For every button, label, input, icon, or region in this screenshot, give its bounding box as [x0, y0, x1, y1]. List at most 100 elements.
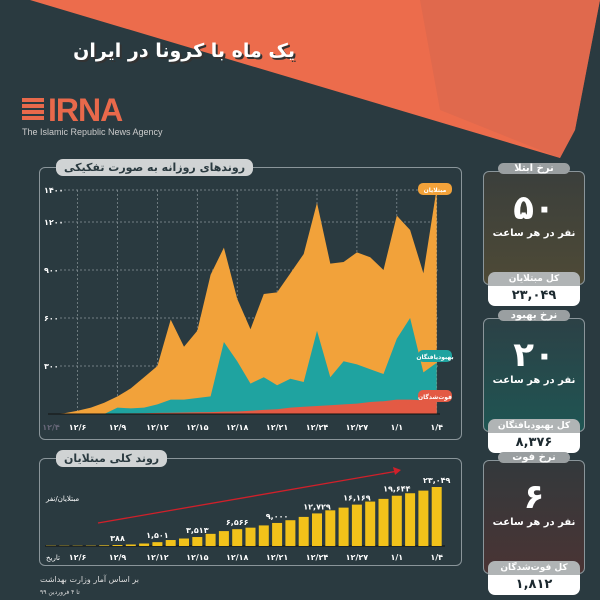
bar: [431, 487, 442, 546]
area-series-0: [51, 188, 437, 414]
source-date: تا ۴ فروردین ۹۹: [40, 589, 80, 596]
bar: [405, 493, 416, 546]
card-unit: نفر در هر ساعت: [492, 228, 576, 239]
x-tick-label: ۱/۱: [390, 553, 403, 562]
bar: [218, 531, 229, 546]
card-title: نرخ ابتلا: [498, 163, 570, 174]
header-banner: [30, 0, 600, 158]
y-tick-label: ۱۴۰۰: [44, 186, 64, 195]
card-total-value: ۲۳,۰۴۹: [488, 286, 580, 306]
card-title: نرخ فوت: [498, 452, 570, 463]
bar: [365, 501, 376, 546]
x-tick-label: ۱/۱: [390, 423, 403, 432]
bar: [272, 522, 283, 546]
x-tick-label: ۱۲/۱۸: [226, 553, 249, 562]
x-tick-label: ۱۲/۱۲: [146, 553, 169, 562]
y-tick-label: ۹۰۰: [44, 266, 59, 275]
bar: [245, 527, 256, 546]
page-title: یک ماه با کرونا در ایران: [73, 40, 295, 62]
card-total-label: کل مبتلایان: [488, 272, 580, 286]
source-note: بر اساس آمار وزارت بهداشت: [40, 575, 139, 584]
x-tick-label: ۱۲/۲۱: [266, 423, 288, 432]
x-tick-label: ۱۲/۴: [42, 423, 60, 432]
card-value: ۶: [523, 477, 545, 517]
card-total-value: ۸,۳۷۶: [488, 433, 580, 453]
recovery-rate-card: نرخ بهبود ۲۰ نفر در هر ساعت کل بهبودیافت…: [483, 310, 585, 453]
y-tick-label: ۳۰۰: [44, 362, 59, 371]
y-tick-label: ۱۲۰۰: [44, 218, 64, 227]
death-rate-card: نرخ فوت ۶ نفر در هر ساعت کل فوت‌شدگان ۱,…: [483, 452, 585, 595]
series-label: فوت‌شدگان: [418, 393, 452, 401]
bar: [152, 542, 163, 546]
x-tick-label: ۱۲/۶: [69, 423, 87, 432]
card-title: نرخ بهبود: [498, 310, 570, 321]
x-tick-label: ۱۲/۶: [69, 553, 87, 562]
x-tick-label: ۱۲/۱۸: [226, 423, 249, 432]
x-tick-label: ۱۲/۹: [109, 423, 127, 432]
bar: [139, 543, 150, 546]
bar-data-label: ۱۶,۱۶۹: [343, 494, 371, 503]
area-series-2: [51, 399, 437, 414]
x-tick-label: ۱۲/۱۵: [186, 423, 209, 432]
x-tick-label: ۱۲/۱۲: [146, 423, 169, 432]
bar-data-label: ۹,۰۰۰: [266, 512, 289, 521]
card-total-value: ۱,۸۱۲: [488, 575, 580, 595]
series-label: بهبودیافتگان: [416, 353, 453, 361]
card-unit: نفر در هر ساعت: [492, 375, 576, 386]
y-axis-label: مبتلایان/نفر: [45, 495, 79, 503]
series-label: مبتلایان: [424, 187, 447, 194]
bar-data-label: ۶,۵۶۶: [226, 518, 249, 527]
total-chart-title: روند کلی مبتلایان: [56, 450, 168, 467]
bar: [232, 529, 243, 546]
x-tick-label: ۱۲/۲۱: [266, 553, 288, 562]
bar-data-label: ۱,۵۰۱: [146, 531, 169, 540]
bar-data-label: ۳,۵۱۳: [186, 526, 209, 535]
arrow-head-icon: [393, 467, 401, 475]
daily-chart-title: روندهای روزانه به صورت تفکیکی: [56, 159, 254, 176]
x-tick-label: ۱/۴: [430, 423, 443, 432]
bar: [165, 540, 176, 546]
bar: [285, 520, 296, 546]
x-tick-label: ۱۲/۹: [109, 553, 127, 562]
infection-rate-card: نرخ ابتلا ۵۰ نفر در هر ساعت کل مبتلایان …: [483, 163, 585, 306]
bar: [125, 544, 136, 546]
bar: [312, 513, 322, 546]
bar: [378, 498, 389, 546]
bar: [298, 516, 309, 546]
card-unit: نفر در هر ساعت: [492, 517, 576, 528]
bar: [192, 537, 203, 546]
total-chart-panel: [39, 458, 462, 566]
trend-arrow: [97, 470, 399, 524]
y-tick-label: ۶۰۰: [44, 314, 59, 323]
card-value: ۵۰: [513, 188, 555, 228]
x-tick-label: ۱۲/۲۷: [346, 423, 369, 432]
x-axis-label: تاریخ: [46, 554, 60, 562]
bar: [205, 533, 216, 546]
card-total-label: کل فوت‌شدگان: [488, 561, 580, 575]
bar: [338, 507, 349, 546]
x-tick-label: ۱۲/۲۷: [346, 553, 369, 562]
irna-logo: IRNA The Islamic Republic News Agency: [22, 92, 163, 137]
series-label-bg: [418, 390, 452, 402]
x-tick-label: ۱۲/۲۴: [306, 553, 329, 562]
bar-data-label: ۲۳,۰۴۹: [423, 476, 451, 485]
header: یک ماه با کرونا در ایران IRNA The Islami…: [0, 0, 600, 160]
area-series-1: [51, 318, 437, 414]
bar: [391, 495, 402, 546]
bar-data-label: ۱۲,۷۲۹: [303, 502, 331, 511]
x-tick-label: ۱۲/۲۴: [306, 423, 329, 432]
bar-data-label: ۳۸۸: [110, 534, 125, 543]
bar: [325, 510, 336, 546]
bar: [258, 525, 269, 546]
card-value: ۲۰: [513, 335, 555, 375]
series-label-bg: [418, 183, 452, 195]
x-tick-label: ۱۲/۱۵: [186, 553, 209, 562]
series-label-bg: [418, 350, 452, 362]
bar: [99, 545, 110, 546]
bar: [112, 545, 123, 546]
bar: [179, 538, 189, 546]
card-total-label: کل بهبودیافتگان: [488, 419, 580, 433]
bar: [351, 504, 362, 546]
bar-data-label: ۱۹,۶۴۴: [383, 485, 411, 494]
